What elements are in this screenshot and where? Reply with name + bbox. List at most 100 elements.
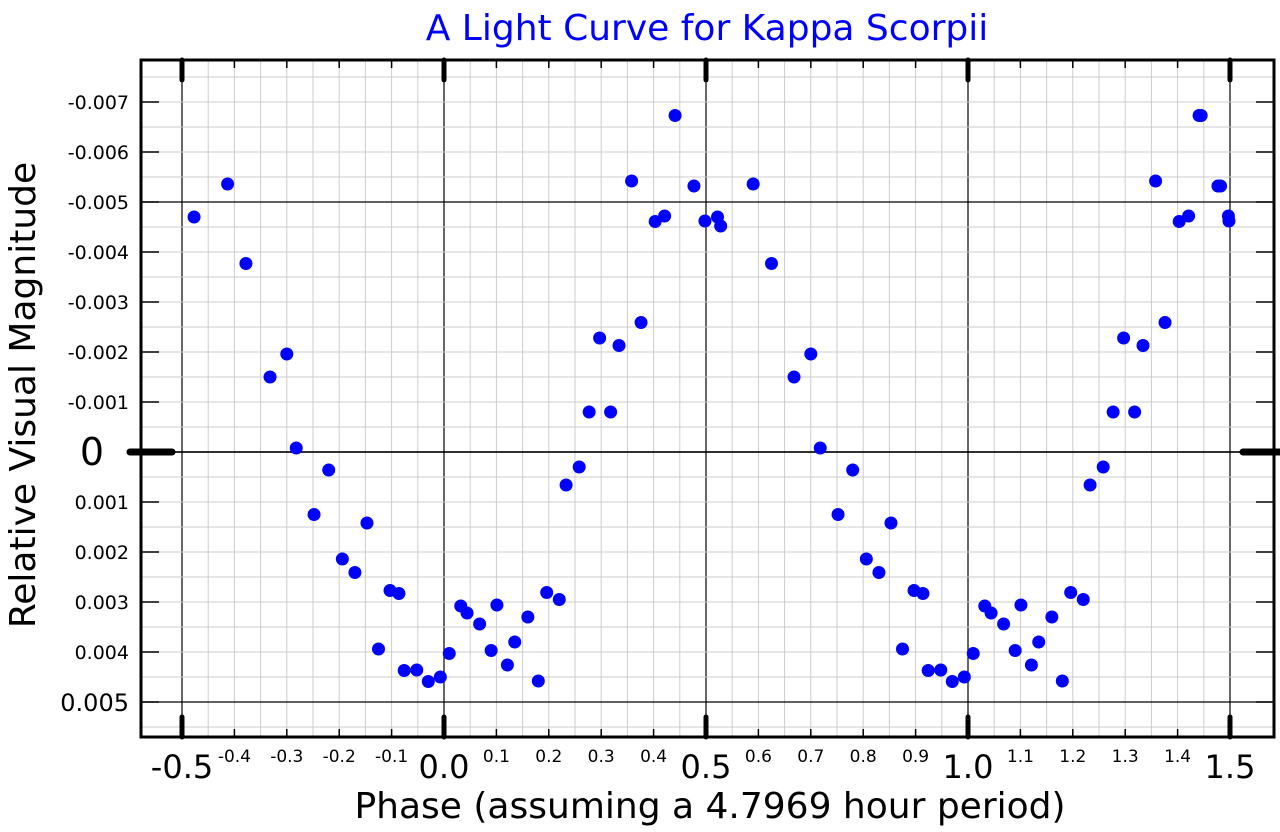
x-tick-label-minor: 0.1 [483, 747, 510, 767]
data-point [984, 606, 998, 620]
y-tick-label: -0.005 [68, 192, 129, 214]
data-point [612, 339, 626, 352]
data-point [687, 179, 701, 193]
data-point [582, 405, 596, 419]
data-point [787, 370, 801, 384]
data-point [1221, 209, 1235, 223]
data-point [746, 177, 760, 191]
chart-title: A Light Curve for Kappa Scorpii [426, 8, 989, 49]
data-point [1024, 658, 1038, 672]
data-point [221, 177, 235, 191]
y-tick-label: -0.001 [68, 392, 129, 414]
data-point [804, 347, 818, 361]
grid-lines [141, 60, 1274, 737]
data-point [634, 316, 648, 329]
data-point [831, 508, 845, 521]
data-point [921, 664, 935, 677]
data-point [433, 670, 447, 684]
data-point [442, 647, 456, 660]
x-tick-label-minor: 0.4 [640, 747, 667, 767]
data-point [187, 210, 201, 224]
data-point [1194, 109, 1208, 122]
data-point [490, 598, 504, 612]
data-point [410, 663, 424, 677]
data-point [392, 587, 406, 600]
data-point [846, 463, 860, 477]
x-tick-label-minor: 1.3 [1112, 747, 1139, 767]
y-tick-label: 0.005 [60, 689, 129, 717]
x-tick-label-minor: 0.7 [797, 747, 824, 767]
data-point [1076, 593, 1090, 606]
data-point [1014, 598, 1028, 612]
y-tick-label: 0.004 [75, 642, 129, 664]
data-point [263, 370, 277, 384]
data-point [997, 617, 1011, 631]
x-tick-label-minor: 1.4 [1164, 747, 1191, 767]
data-point [280, 347, 294, 361]
data-point [289, 441, 303, 455]
data-point [1172, 215, 1186, 228]
data-point [934, 663, 948, 677]
x-tick-label-minor: 0.8 [850, 747, 877, 767]
data-point [604, 405, 618, 419]
x-tick-label-major: 1.5 [1205, 748, 1256, 786]
data-point [872, 566, 886, 579]
x-tick-label-minor: -0.4 [218, 747, 251, 767]
data-point [1158, 316, 1172, 329]
data-point [658, 209, 672, 223]
data-point [1032, 635, 1046, 649]
data-point [1055, 674, 1069, 688]
data-point [1083, 478, 1097, 492]
x-tick-label-minor: 0.6 [745, 747, 772, 767]
data-point [484, 644, 498, 657]
x-tick-label-minor: 0.9 [902, 747, 929, 767]
data-point [531, 674, 545, 688]
data-point [1182, 209, 1196, 223]
data-point [322, 463, 336, 477]
y-tick-label: 0.002 [75, 542, 129, 564]
x-tick-label-minor: 1.2 [1059, 747, 1086, 767]
data-point [945, 675, 959, 688]
x-tick-labels: -0.5 0.0 0.5 1.0 1.5 -0.4 -0.3 -0.2 -0.1 0.1 0.2 0.… [151, 747, 1256, 786]
y-tick-label: -0.007 [68, 92, 129, 114]
x-tick-label-minor: -0.2 [323, 747, 356, 767]
data-point [1045, 610, 1059, 624]
data-point [307, 508, 321, 521]
axes [126, 57, 1280, 740]
x-tick-label-minor: -0.3 [270, 747, 303, 767]
y-tick-label: 0.001 [75, 492, 129, 514]
data-point [1117, 331, 1131, 345]
data-point [714, 219, 728, 233]
data-point [1149, 174, 1163, 188]
data-point [593, 331, 607, 345]
x-axis-label: Phase (assuming a 4.7969 hour period) [354, 786, 1065, 827]
x-tick-label-minor: 0.3 [588, 747, 615, 767]
data-point [813, 441, 827, 455]
data-point [1096, 460, 1110, 474]
x-tick-label-major: 1.0 [943, 748, 994, 786]
y-tick-labels: -0.007 -0.006 -0.005 -0.004 -0.003 -0.002 -0.0… [60, 92, 129, 717]
data-point [335, 552, 349, 566]
data-points [187, 109, 1236, 688]
data-point [859, 552, 873, 566]
x-tick-label-major: -0.5 [151, 748, 213, 786]
data-point [559, 478, 573, 492]
data-point [1136, 339, 1150, 352]
x-tick-label-minor: 0.2 [535, 747, 562, 767]
x-tick-label-major: 0.5 [681, 748, 732, 786]
data-point [916, 587, 930, 600]
data-point [668, 109, 682, 122]
data-point [348, 566, 362, 579]
data-point [552, 593, 566, 606]
y-tick-label: -0.004 [68, 242, 129, 264]
data-point [397, 664, 411, 677]
data-point [421, 675, 435, 688]
data-point [239, 257, 253, 270]
data-point [360, 516, 374, 530]
data-point [473, 617, 487, 631]
data-point [966, 647, 980, 660]
y-tick-label: -0.006 [68, 142, 129, 164]
data-point [460, 606, 474, 620]
data-point [957, 670, 971, 684]
